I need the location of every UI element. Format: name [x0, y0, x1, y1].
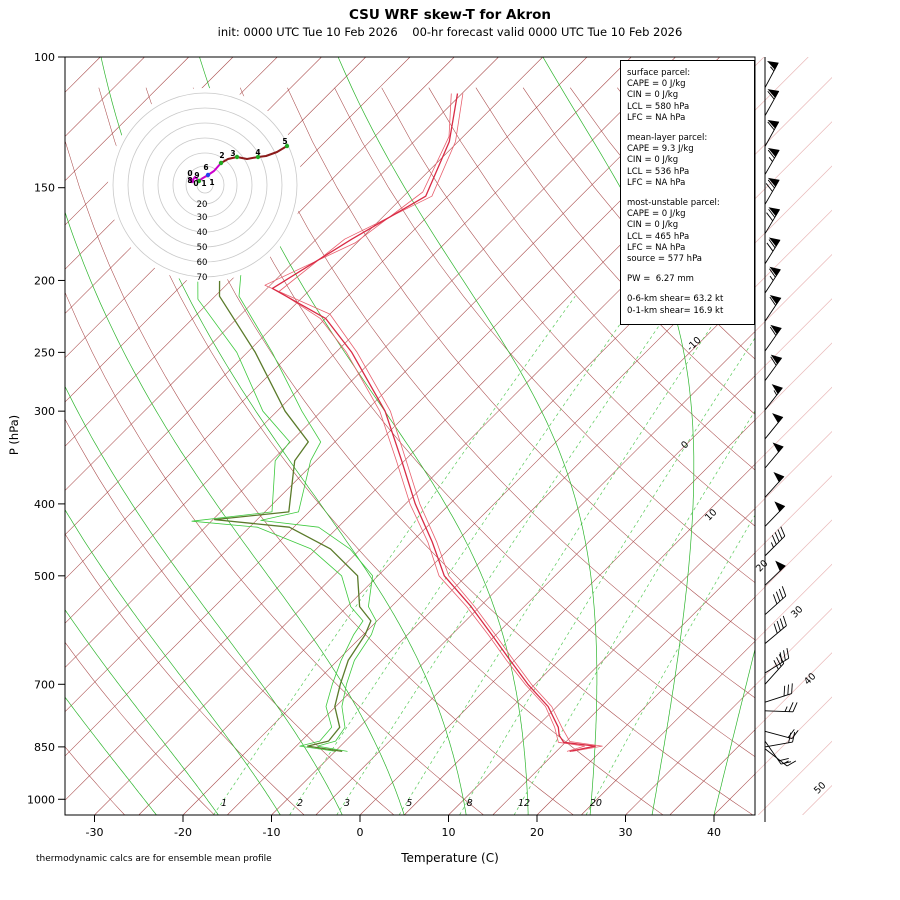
pressure-tick-label: 200 [34, 274, 55, 287]
hodograph-ring-label: 20 [197, 200, 208, 210]
pressure-tick-label: 700 [34, 678, 55, 691]
isotherm-label: -10 [685, 335, 704, 354]
hodograph-level-label: 6 [203, 163, 208, 172]
hodograph-ring-label: 40 [197, 228, 208, 238]
hodograph-ring [185, 165, 225, 205]
y-axis-label: P (hPa) [7, 414, 21, 456]
pressure-tick-label: 300 [34, 405, 55, 418]
temperature-tick-label: 0 [357, 826, 364, 839]
temperature-tick-label: -20 [174, 826, 192, 839]
plot-frame [64, 56, 756, 816]
mixing-ratio-label: 3 [344, 798, 350, 809]
temperature-tick-label: -30 [86, 826, 104, 839]
hodograph-trace [220, 145, 288, 164]
pressure-tick-label: 500 [34, 570, 55, 583]
hodograph-level-label: 2 [219, 151, 224, 160]
parcel-info-box: surface parcel: CAPE = 0 J/kg CIN = 0 J/kg… [620, 60, 755, 325]
hodograph-point [196, 178, 202, 184]
mixing-ratio-label: 20 [590, 798, 602, 809]
mixing-ratio-label: 1 [221, 798, 227, 809]
hodograph-ring-label: 70 [197, 273, 208, 283]
dewpoint-trace [213, 273, 372, 753]
profiles [191, 93, 603, 753]
temperature-tick-label: -10 [263, 826, 281, 839]
pressure-tick-label: 400 [34, 498, 55, 511]
hodograph-level-label: 0 [193, 179, 198, 188]
mixing-ratio-label: 2 [297, 798, 303, 809]
hodograph-point [218, 160, 224, 166]
temperature-member [264, 93, 603, 752]
mixing-ratio-label: 5 [406, 798, 412, 809]
wind-barbs [764, 57, 799, 822]
footer-note: thermodynamic calcs are for ensemble mea… [36, 854, 272, 864]
hodograph-level-label: 4 [255, 148, 260, 157]
isotherm-label: 10 [703, 507, 719, 523]
hodograph-ring [127, 107, 283, 263]
hodograph-level-label: 8 [187, 176, 192, 185]
pressure-tick-label: 150 [34, 182, 55, 195]
isotherm-label: 30 [789, 604, 805, 620]
isotherm-label: 50 [812, 780, 828, 796]
temperature-tick-label: 10 [442, 826, 456, 839]
chart-subtitle: init: 0000 UTC Tue 10 Feb 2026 00-hr for… [217, 25, 683, 39]
temperature-tick-label: 30 [619, 826, 633, 839]
hodograph-level-label: 3 [230, 149, 235, 158]
temperature-tick-label: 20 [530, 826, 544, 839]
mixing-ratio-label: 12 [518, 798, 530, 809]
pressure-tick-label: 1000 [27, 793, 55, 806]
hodograph-background [108, 88, 302, 282]
hodograph-point [255, 154, 261, 160]
isotherm-label: 20 [754, 558, 770, 574]
dewpoint-member [238, 273, 377, 752]
temperature-tick-label: 40 [707, 826, 721, 839]
isotherm-label: 40 [802, 671, 818, 687]
dewpoint-member [191, 277, 364, 752]
x-axis-label: Temperature (C) [401, 851, 499, 865]
hodograph-level-label: 0 [187, 169, 192, 178]
pressure-tick-label: 850 [34, 741, 55, 754]
hodograph-level-label: 1 [201, 179, 206, 188]
mixing-ratio-label: 8 [467, 798, 473, 809]
chart-title: CSU WRF skew-T for Akron [348, 7, 552, 23]
hodograph-level-label: 9 [194, 171, 199, 180]
hodograph-point [189, 178, 195, 184]
hodograph-ring [157, 137, 253, 233]
hodograph-point [205, 172, 211, 178]
hodograph-ring-label: 30 [197, 213, 208, 223]
hodograph-ring [142, 122, 268, 248]
hodograph-ring [172, 152, 238, 218]
hodograph-level-label: 5 [282, 137, 287, 146]
hodograph-point [234, 154, 240, 160]
hodograph-point [284, 143, 290, 149]
pressure-tick-label: 250 [34, 346, 55, 359]
temperature-trace [271, 93, 596, 753]
hodograph-level-label: 1 [209, 178, 214, 187]
hodograph-ring [112, 92, 298, 278]
hodograph-ring-label: 60 [197, 258, 208, 268]
hodograph-ring-label: 50 [197, 243, 208, 253]
pressure-tick-label: 100 [34, 51, 55, 64]
